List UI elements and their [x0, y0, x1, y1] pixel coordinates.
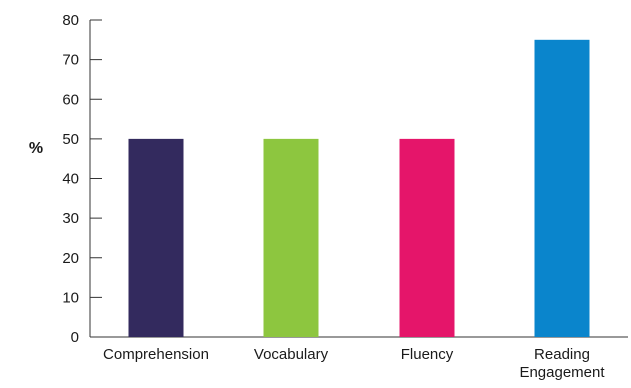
x-labels: Comprehension Vocabulary Fluency Reading Eng…: [103, 346, 605, 381]
bar-reading-engagement: [534, 39, 590, 337]
x-tick-label: Reading Engagement: [519, 346, 605, 381]
x-tick-label: Vocabulary: [254, 346, 329, 363]
bars: [128, 39, 590, 337]
x-tick-label: Comprehension: [103, 346, 209, 363]
bar-comprehension: [128, 138, 184, 337]
y-tick-label: 60: [62, 91, 79, 108]
bar-vocabulary: [263, 138, 319, 337]
bar-fluency: [399, 138, 455, 337]
y-tick-label: 80: [62, 12, 79, 29]
y-tick-label: 0: [71, 329, 79, 346]
x-tick-label: Fluency: [401, 346, 454, 363]
y-tick-label: 40: [62, 171, 79, 188]
y-tick-label: 30: [62, 210, 79, 227]
y-ticks: 0 10 20 30 40 50 60 70 80: [62, 12, 102, 346]
y-axis-label: %: [29, 140, 43, 157]
y-tick-label: 70: [62, 52, 79, 69]
y-tick-label: 20: [62, 250, 79, 267]
y-tick-label: 10: [62, 289, 79, 306]
y-tick-label: 50: [62, 131, 79, 148]
